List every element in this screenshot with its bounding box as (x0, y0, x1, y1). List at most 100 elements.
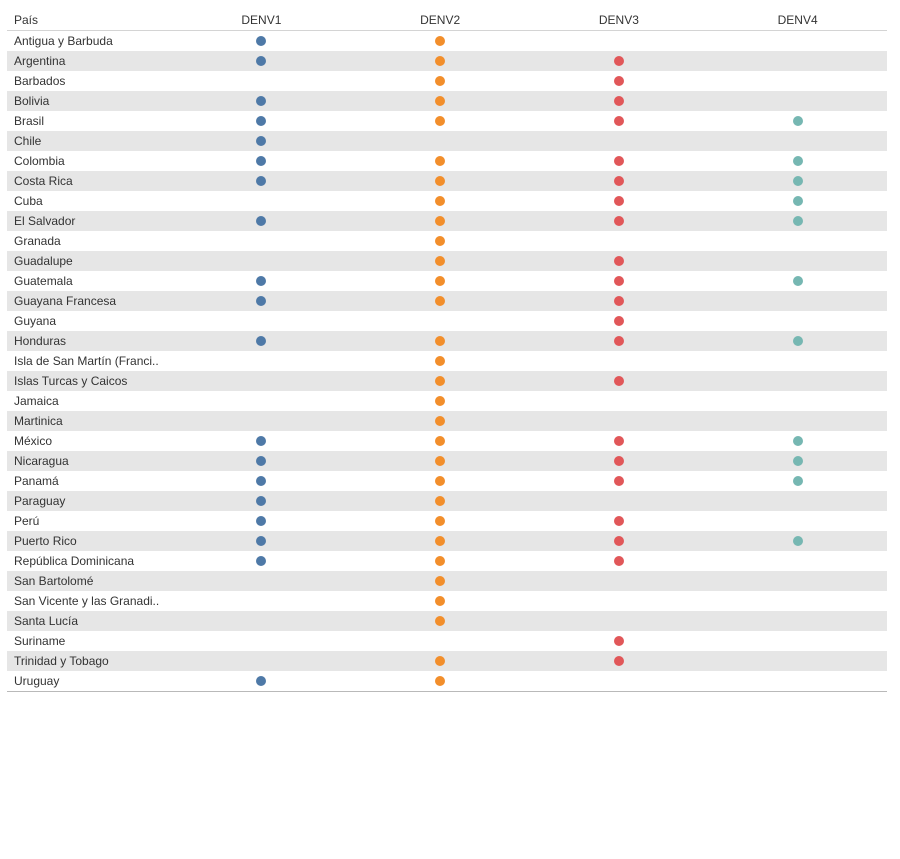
mark-dot-denv3[interactable] (613, 96, 624, 106)
mark-dot-denv4[interactable] (792, 276, 803, 286)
mark-dot-denv2[interactable] (435, 276, 446, 286)
mark-dot-denv3[interactable] (613, 556, 624, 566)
mark-dot-denv2[interactable] (435, 76, 446, 86)
serotype-cell-denv2 (351, 471, 530, 491)
mark-dot-denv4[interactable] (792, 436, 803, 446)
mark-dot-denv4[interactable] (792, 196, 803, 206)
mark-dot-denv4[interactable] (792, 336, 803, 346)
mark-dot-denv1[interactable] (256, 556, 267, 566)
serotype-cell-denv1 (172, 371, 351, 391)
table-row: Panamá (7, 471, 887, 491)
serotype-cell-denv4 (708, 471, 887, 491)
mark-dot-denv2[interactable] (435, 496, 446, 506)
mark-dot-denv3[interactable] (613, 336, 624, 346)
mark-dot-denv3[interactable] (613, 516, 624, 526)
mark-dot-denv3[interactable] (613, 456, 624, 466)
mark-dot-denv1[interactable] (256, 116, 267, 126)
mark-dot-denv2[interactable] (435, 436, 446, 446)
table-row: Chile (7, 131, 887, 151)
mark-dot-denv2[interactable] (435, 356, 446, 366)
mark-dot-denv1[interactable] (256, 456, 267, 466)
mark-dot-denv4[interactable] (792, 116, 803, 126)
country-label: Cuba (14, 194, 43, 208)
mark-dot-denv1[interactable] (256, 476, 267, 486)
table-row: México (7, 431, 887, 451)
mark-dot-denv1[interactable] (256, 516, 267, 526)
mark-dot-denv1[interactable] (256, 496, 267, 506)
mark-dot-denv3[interactable] (613, 316, 624, 326)
mark-dot-denv1[interactable] (256, 96, 267, 106)
mark-dot-denv4[interactable] (792, 476, 803, 486)
mark-dot-denv2[interactable] (435, 216, 446, 226)
mark-dot-denv2[interactable] (435, 336, 446, 346)
table-row: Martinica (7, 411, 887, 431)
serotype-cell-denv3 (530, 431, 709, 451)
mark-dot-denv3[interactable] (613, 296, 624, 306)
mark-dot-denv2[interactable] (435, 96, 446, 106)
table-row: Barbados (7, 71, 887, 91)
mark-dot-denv3[interactable] (613, 216, 624, 226)
mark-dot-denv4[interactable] (792, 536, 803, 546)
mark-dot-denv3[interactable] (613, 536, 624, 546)
mark-dot-denv4[interactable] (792, 176, 803, 186)
mark-dot-denv2[interactable] (435, 416, 446, 426)
mark-dot-denv2[interactable] (435, 296, 446, 306)
mark-dot-denv2[interactable] (435, 36, 446, 46)
mark-dot-denv3[interactable] (613, 436, 624, 446)
mark-dot-denv1[interactable] (256, 216, 267, 226)
mark-dot-denv4[interactable] (792, 156, 803, 166)
mark-dot-denv1[interactable] (256, 436, 267, 446)
mark-dot-denv3[interactable] (613, 636, 624, 646)
mark-dot-denv2[interactable] (435, 576, 446, 586)
mark-dot-denv2[interactable] (435, 536, 446, 546)
mark-dot-denv2[interactable] (435, 556, 446, 566)
mark-dot-denv2[interactable] (435, 176, 446, 186)
mark-dot-denv2[interactable] (435, 656, 446, 666)
mark-dot-denv3[interactable] (613, 196, 624, 206)
mark-dot-denv1[interactable] (256, 296, 267, 306)
mark-dot-denv2[interactable] (435, 116, 446, 126)
serotype-cell-denv3 (530, 231, 709, 251)
mark-dot-denv1[interactable] (256, 276, 267, 286)
serotype-cell-denv3 (530, 411, 709, 431)
mark-dot-denv2[interactable] (435, 376, 446, 386)
mark-dot-denv3[interactable] (613, 656, 624, 666)
mark-dot-denv3[interactable] (613, 156, 624, 166)
country-label: Guadalupe (14, 254, 73, 268)
mark-dot-denv1[interactable] (256, 36, 267, 46)
mark-dot-denv3[interactable] (613, 116, 624, 126)
mark-dot-denv3[interactable] (613, 376, 624, 386)
mark-dot-denv2[interactable] (435, 236, 446, 246)
serotype-cell-denv3 (530, 671, 709, 691)
mark-dot-denv2[interactable] (435, 256, 446, 266)
mark-dot-denv2[interactable] (435, 476, 446, 486)
mark-dot-denv3[interactable] (613, 76, 624, 86)
country-label: Santa Lucía (14, 614, 79, 628)
mark-dot-denv1[interactable] (256, 176, 267, 186)
mark-dot-denv1[interactable] (256, 136, 267, 146)
mark-dot-denv2[interactable] (435, 156, 446, 166)
table-row: Jamaica (7, 391, 887, 411)
mark-dot-denv2[interactable] (435, 516, 446, 526)
mark-dot-denv4[interactable] (792, 456, 803, 466)
mark-dot-denv1[interactable] (256, 536, 267, 546)
mark-dot-denv2[interactable] (435, 456, 446, 466)
mark-dot-denv2[interactable] (435, 396, 446, 406)
mark-dot-denv4[interactable] (792, 216, 803, 226)
mark-dot-denv3[interactable] (613, 56, 624, 66)
mark-dot-denv1[interactable] (256, 676, 267, 686)
mark-dot-denv1[interactable] (256, 56, 267, 66)
country-label: Guayana Francesa (14, 294, 117, 308)
mark-dot-denv3[interactable] (613, 476, 624, 486)
mark-dot-denv3[interactable] (613, 176, 624, 186)
mark-dot-denv3[interactable] (613, 276, 624, 286)
mark-dot-denv2[interactable] (435, 56, 446, 66)
mark-dot-denv2[interactable] (435, 596, 446, 606)
mark-dot-denv1[interactable] (256, 336, 267, 346)
mark-dot-denv3[interactable] (613, 256, 624, 266)
table-row: Guayana Francesa (7, 291, 887, 311)
mark-dot-denv2[interactable] (435, 616, 446, 626)
mark-dot-denv1[interactable] (256, 156, 267, 166)
mark-dot-denv2[interactable] (435, 676, 446, 686)
mark-dot-denv2[interactable] (435, 196, 446, 206)
